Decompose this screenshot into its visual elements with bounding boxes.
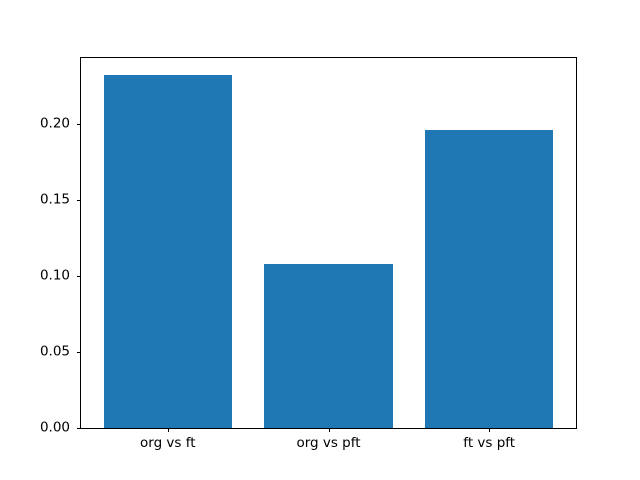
y-tick-label: 0.15	[39, 191, 70, 208]
x-tick-mark	[167, 428, 169, 432]
bar-org-vs-ft	[103, 75, 233, 428]
y-tick-label: 0.10	[39, 267, 70, 284]
y-tick-mark	[77, 276, 81, 278]
bar-ft-vs-pft	[424, 130, 554, 428]
x-tick-mark	[328, 428, 330, 432]
y-tick-mark	[77, 352, 81, 354]
bar-org-vs-pft	[264, 263, 393, 428]
x-tick-label-ft-vs-pft: ft vs pft	[463, 435, 516, 451]
y-tick-label: 0.00	[39, 419, 70, 436]
y-tick-label: 0.05	[39, 343, 70, 360]
y-tick-mark	[77, 200, 81, 202]
x-tick-label-org-vs-pft: org vs pft	[296, 435, 361, 451]
x-tick-mark	[489, 428, 491, 432]
y-tick-mark	[77, 428, 81, 429]
x-tick-label-org-vs-ft: org vs ft	[140, 435, 196, 451]
y-tick-label: 0.20	[39, 115, 70, 132]
plot-area: org vs ft org vs pft ft vs pft 0.00 0.05 0.10…	[40, 57, 577, 450]
y-tick-mark	[77, 124, 81, 126]
